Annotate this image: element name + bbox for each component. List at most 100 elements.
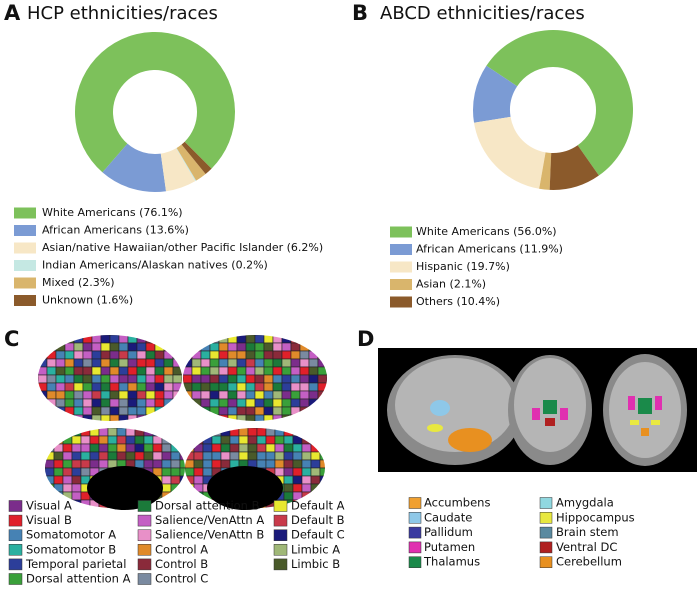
parcel	[238, 428, 249, 437]
parcel	[109, 406, 120, 416]
parcel	[109, 335, 120, 344]
medial-wall	[87, 466, 163, 510]
parcel	[179, 428, 185, 437]
parcel	[38, 390, 48, 400]
parcel	[172, 366, 182, 376]
legend-swatch	[8, 500, 23, 512]
brain-surfaces	[38, 335, 327, 508]
parcel	[229, 428, 240, 437]
parcel	[107, 451, 118, 461]
parcel	[317, 350, 327, 360]
parcel	[152, 428, 163, 437]
parcel	[185, 428, 195, 437]
parcel	[281, 366, 292, 376]
legend-swatch	[137, 573, 152, 585]
parcel	[82, 390, 93, 400]
parcel	[191, 414, 202, 421]
parcel	[64, 406, 75, 416]
legend-swatch	[14, 295, 36, 306]
parcel	[236, 358, 247, 368]
legend-label: Default A	[291, 499, 345, 513]
parcel	[109, 350, 120, 360]
donut-segment	[176, 148, 197, 182]
parcel	[170, 467, 181, 477]
legend-swatch	[8, 573, 23, 585]
parcel	[227, 374, 238, 384]
parcel	[263, 335, 274, 344]
legend-label: Caudate	[424, 510, 472, 524]
parcel	[118, 390, 129, 400]
mri-panel	[378, 348, 697, 472]
parcel	[200, 335, 211, 344]
parcel	[170, 435, 181, 445]
parcel	[227, 335, 238, 344]
parcel	[80, 467, 91, 477]
parcel	[152, 435, 163, 445]
legend-swatch	[390, 279, 412, 290]
parcel	[127, 414, 138, 421]
brain	[38, 335, 182, 421]
parcel	[82, 366, 93, 376]
parcel	[209, 390, 220, 400]
panel-letter: B	[352, 1, 368, 25]
parcel	[185, 459, 195, 469]
parcel	[170, 451, 181, 461]
parcel	[116, 428, 127, 437]
legend-swatch	[8, 514, 23, 527]
legend-entry: Asian (2.1%)	[416, 278, 486, 291]
parcel	[100, 374, 111, 384]
parcel	[245, 335, 256, 344]
parcel	[127, 350, 138, 360]
parcel	[290, 414, 301, 421]
parcel	[299, 342, 310, 352]
legend-swatch	[8, 558, 23, 571]
parcel	[46, 350, 57, 360]
parcel	[245, 398, 256, 408]
parcel	[218, 414, 229, 421]
parcel	[73, 335, 84, 344]
parcel	[55, 390, 66, 400]
parcel	[109, 398, 120, 408]
parcel	[299, 414, 310, 421]
parcel	[263, 398, 274, 408]
legend-label: Salience/VenAttn B	[155, 528, 264, 542]
parcel	[46, 398, 57, 408]
parcel	[62, 467, 73, 477]
parcel	[263, 366, 274, 376]
parcel	[317, 414, 327, 421]
parcel	[227, 358, 238, 368]
parcel	[200, 414, 211, 421]
parcel	[127, 374, 138, 384]
parcel	[193, 435, 204, 445]
panel-letter: C	[4, 327, 19, 351]
parcel	[227, 342, 238, 352]
parcel	[45, 483, 55, 493]
parcel	[89, 435, 100, 445]
parcel	[308, 366, 319, 376]
parcel	[191, 374, 202, 384]
parcel	[245, 358, 256, 368]
parcel	[310, 459, 321, 469]
parcel	[317, 366, 327, 376]
parcel	[45, 435, 55, 445]
legend-label: Limbic A	[291, 542, 340, 556]
parcel	[263, 374, 274, 384]
parcel	[245, 366, 256, 376]
parcel	[64, 358, 75, 368]
parcel	[281, 382, 292, 392]
legend-label: Unknown	[42, 294, 93, 307]
parcel	[274, 467, 285, 477]
parcel	[109, 382, 120, 392]
parcel	[118, 406, 129, 416]
parcel	[185, 451, 195, 461]
legend-value: (13.6%)	[145, 224, 189, 237]
parcel	[317, 382, 327, 392]
parcel	[145, 350, 156, 360]
parcel	[290, 374, 301, 384]
parcel	[299, 398, 310, 408]
legend-value: (2.1%)	[450, 278, 487, 291]
parcel	[301, 483, 312, 493]
parcel	[310, 483, 321, 493]
parcel	[263, 358, 274, 368]
parcel	[310, 428, 321, 437]
